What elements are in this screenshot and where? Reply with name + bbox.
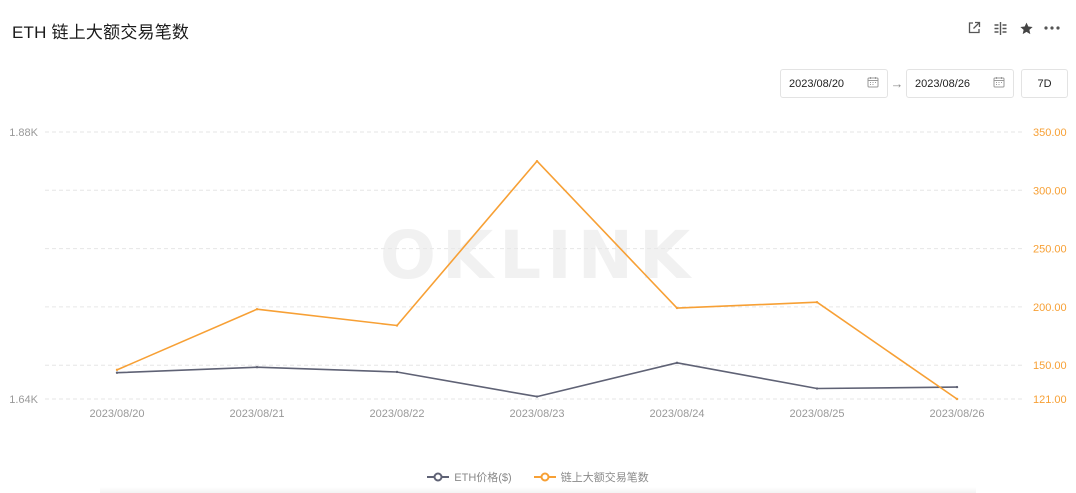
toolbar [966,20,1060,36]
compare-icon[interactable] [992,20,1008,36]
y-left-tick-label: 1.88K [9,127,38,139]
calendar-icon [867,76,879,91]
chart-title: ETH 链上大额交易笔数 [12,23,190,42]
x-tick-label: 2023/08/25 [789,408,844,420]
period-7d-button[interactable]: 7D [1021,69,1068,98]
y-right-tick-label: 200.00 [1033,302,1067,314]
x-tick-label: 2023/08/21 [229,408,284,420]
y-right-tick-label: 350.00 [1033,127,1067,139]
end-date-value: 2023/08/26 [915,77,971,90]
count-point [395,324,399,327]
count-point [815,301,819,304]
star-icon[interactable] [1018,20,1034,36]
count-point [535,159,539,163]
more-icon[interactable] [1044,20,1060,36]
y-left-tick-label: 1.64K [9,394,38,406]
price-point [955,385,959,389]
legend-item-count[interactable]: 链上大额交易笔数 [533,469,649,485]
watermark: OKLINK [380,217,696,294]
legend-count-marker [533,472,556,482]
start-date-value: 2023/08/20 [789,77,845,90]
x-tick-label: 2023/08/24 [649,408,704,420]
x-tick-label: 2023/08/20 [89,408,144,420]
end-date-input[interactable]: 2023/08/26 [906,69,1014,98]
share-icon[interactable] [966,20,982,36]
start-date-input[interactable]: 2023/08/20 [780,69,888,98]
count-point [115,368,119,372]
legend-count-label: 链上大额交易笔数 [560,472,649,484]
count-point [955,397,959,401]
count-point [675,306,679,310]
x-tick-label: 2023/08/23 [509,408,564,420]
arrow-right-icon: → [890,76,904,91]
legend-price-label: ETH价格($) [454,472,512,484]
x-tick-label: 2023/08/26 [929,408,984,420]
y-right-tick-label: 300.00 [1033,185,1067,197]
legend-price-marker [427,472,450,482]
price-series-line [116,361,958,398]
count-point [255,308,259,311]
calendar-icon [993,76,1005,91]
x-tick-label: 2023/08/22 [369,408,424,420]
price-point [115,371,119,374]
legend: ETH价格($) 链上大额交易笔数 [0,469,1076,485]
legend-item-price[interactable]: ETH价格($) [427,469,512,485]
y-right-tick-label: 150.00 [1033,360,1067,372]
line-chart: OKLINK 1.64K 1.88K 121.00 150.00 200.00 250.00… [9,127,1067,420]
y-right-tick-label: 121.00 [1033,394,1067,406]
price-point [255,365,259,369]
price-point [675,361,679,365]
bottom-fade [100,487,976,493]
price-point [815,387,819,390]
y-right-tick-label: 250.00 [1033,244,1067,256]
price-point [395,370,399,374]
date-range-picker: 2023/08/20 → 2023/08/26 [780,69,1014,98]
price-point [535,395,539,398]
